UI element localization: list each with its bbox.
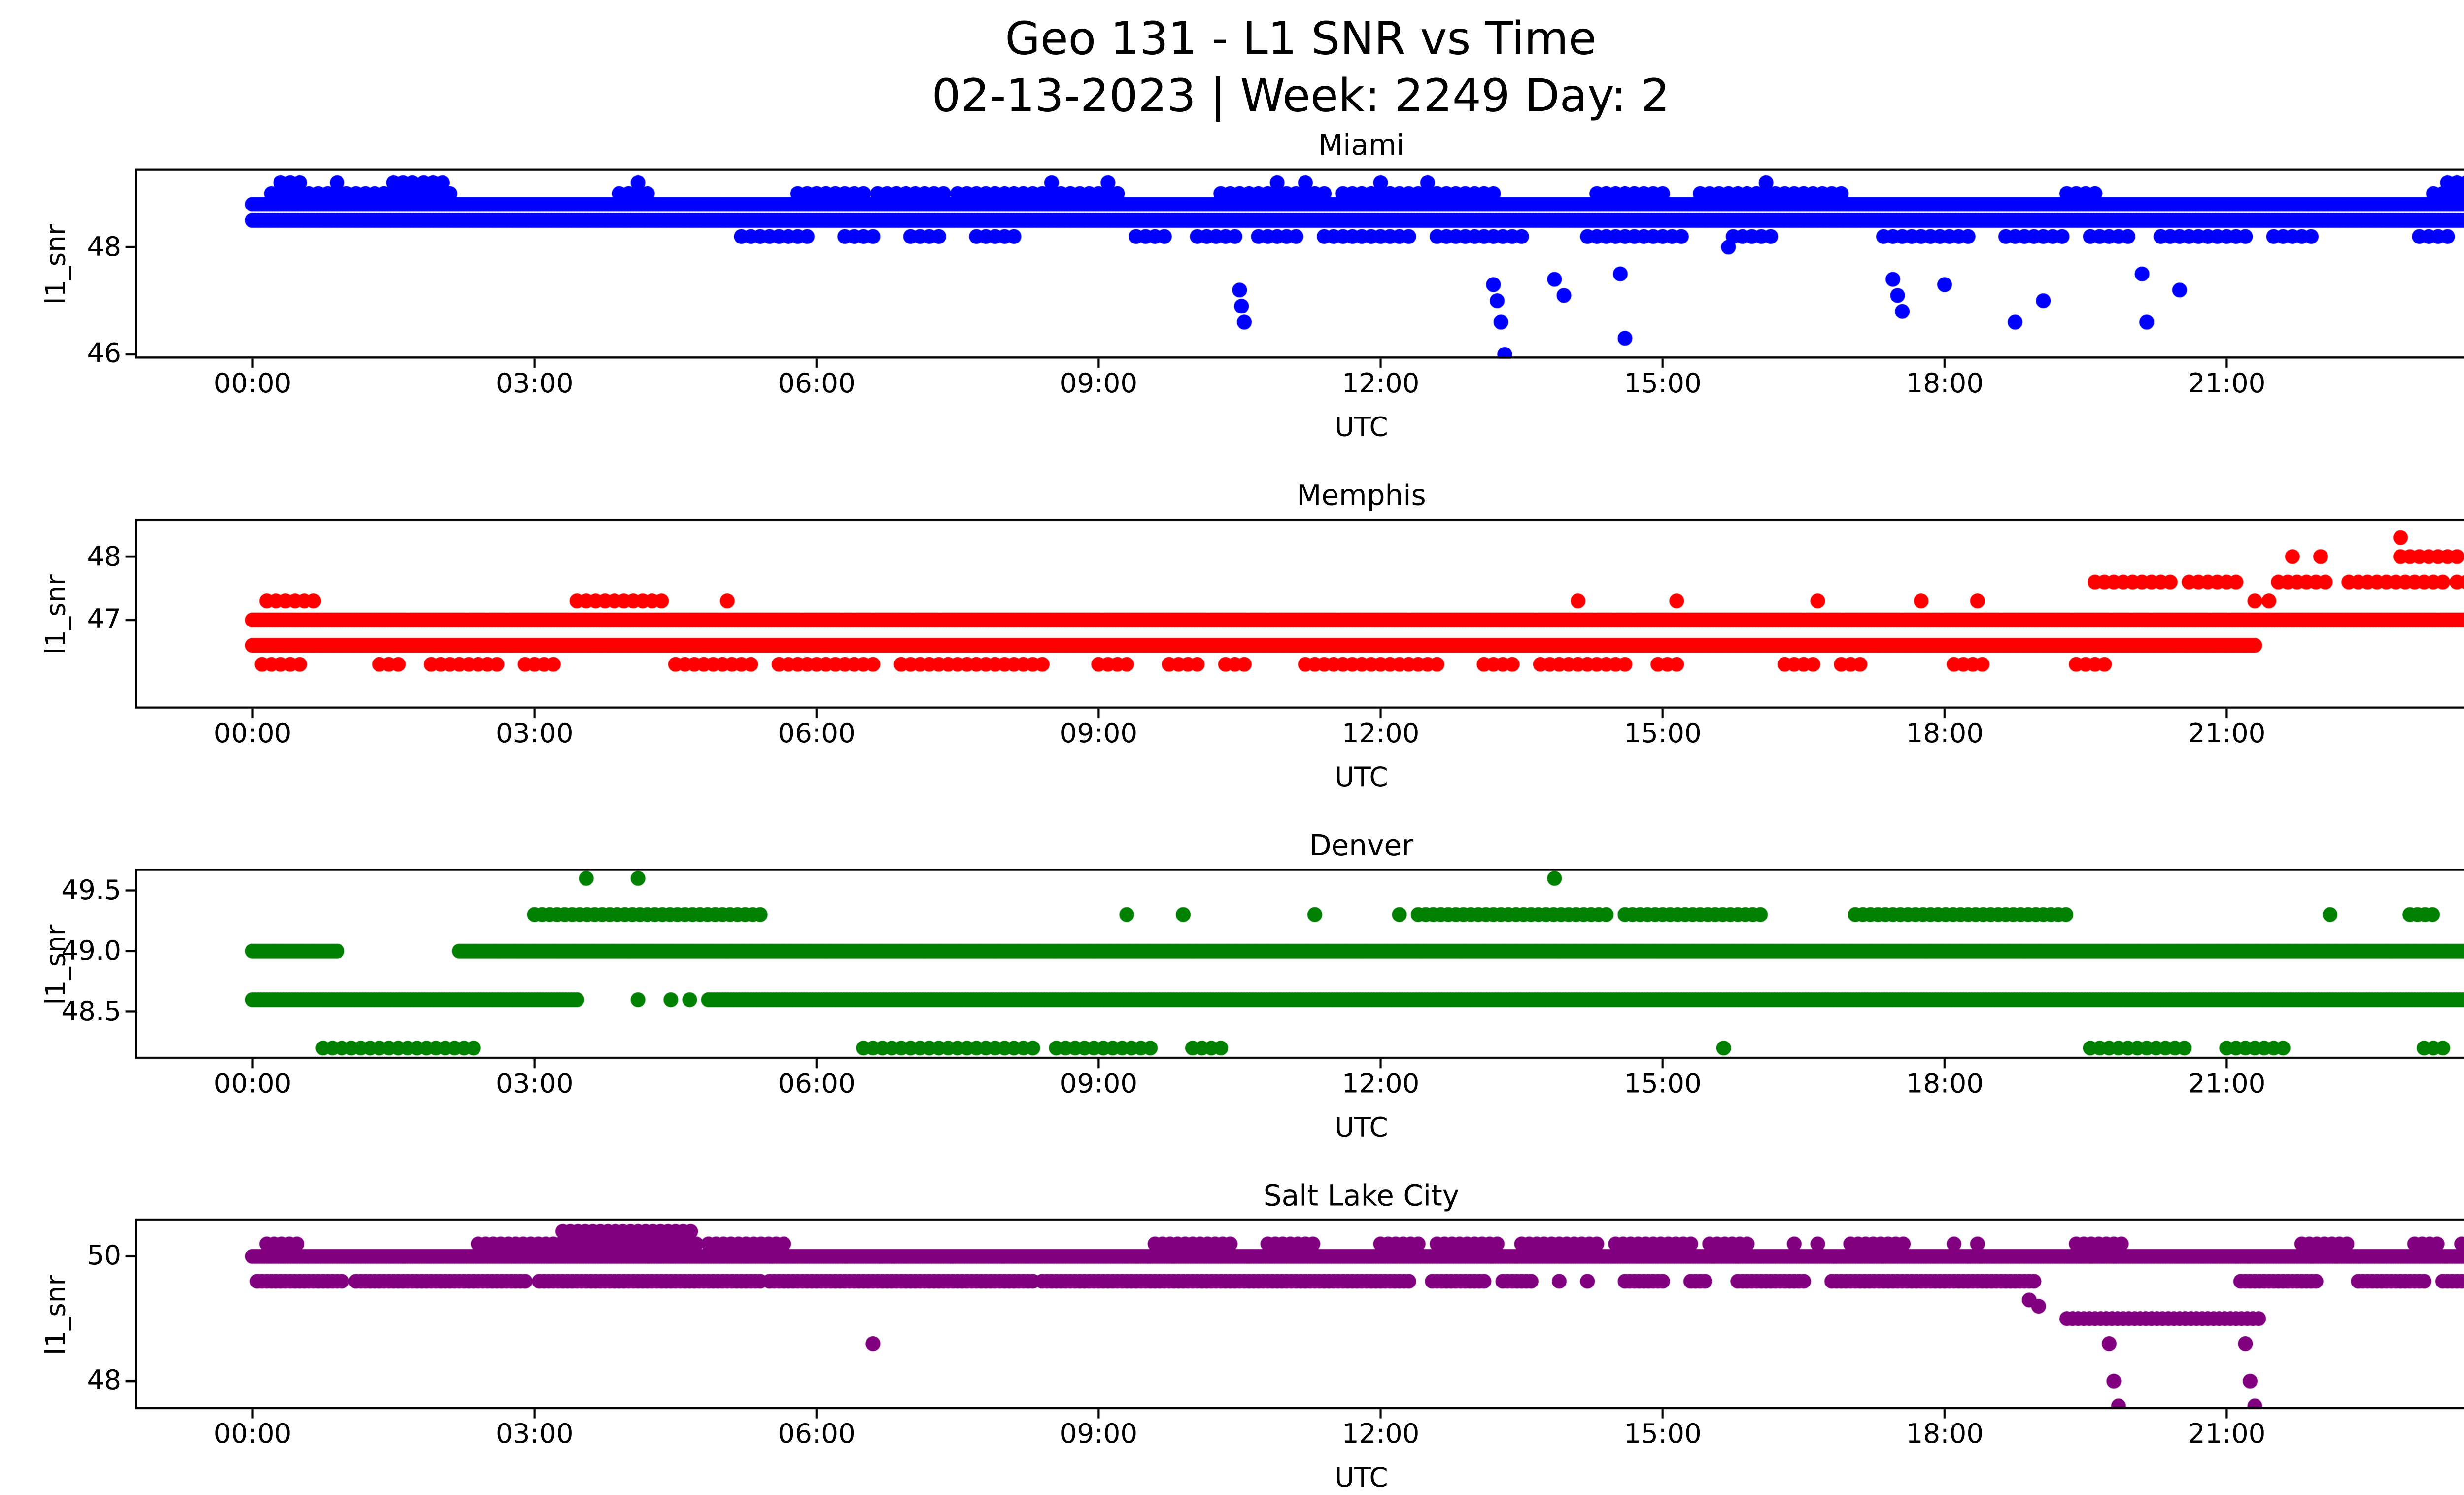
subplot-title: Denver [1309,830,1414,864]
figure-subtitle: 02-13-2023 | Week: 2249 Day: 2 [931,70,1670,123]
y-tick-label: 49.0 [61,934,122,967]
x-axis-label: UTC [1335,761,1388,793]
x-tick-label: 18:00 [1906,717,1984,749]
y-tick-label: 48 [87,1364,122,1396]
x-axis-label: UTC [1335,1111,1388,1144]
y-tick-label: 48 [87,539,122,572]
x-tick-label: 12:00 [1341,717,1420,749]
x-tick-label: 15:00 [1624,1417,1702,1450]
x-tick-label: 21:00 [2188,717,2266,749]
y-tick-label: 48.5 [61,995,122,1027]
x-tick-label: 18:00 [1906,367,1984,399]
x-axis-label: UTC [1335,1461,1388,1494]
denver-plot-canvas [98,869,2464,1071]
x-tick-label: 09:00 [1060,1417,1138,1450]
x-tick-label: 21:00 [2188,1417,2266,1450]
x-tick-label: 00:00 [2441,1067,2464,1101]
x-tick-label: 00:00 [2441,367,2464,401]
x-tick-label: 12:00 [1341,1067,1420,1100]
x-tick-label: 09:00 [1060,717,1138,749]
figure-title: Geo 131 - L1 SNR vs Time [1005,13,1597,66]
x-axis-label: UTC [1335,411,1388,443]
x-tick-label: 09:00 [1060,1067,1138,1100]
x-tick-label: 06:00 [778,1067,856,1100]
subplot-title: Miami [1318,129,1404,164]
x-tick-label: 06:00 [778,1417,856,1450]
x-tick-label: 15:00 [1624,1067,1702,1100]
x-tick-label: 06:00 [778,367,856,399]
x-tick-label: 06:00 [778,717,856,749]
subplot-title: Salt Lake City [1263,1180,1460,1214]
x-tick-label: 12:00 [1341,367,1420,399]
x-tick-label: 09:00 [1060,367,1138,399]
subplot-title: Memphis [1297,480,1426,514]
x-tick-label: 18:00 [1906,1417,1984,1450]
x-tick-label: 15:00 [1624,717,1702,749]
y-tick-label: 46 [87,337,122,370]
x-tick-label: 03:00 [495,717,574,749]
y-tick-label: 50 [87,1239,122,1272]
miami-plot-canvas [98,168,2464,371]
x-tick-label: 00:00 [2441,1418,2464,1451]
salt-lake-city-plot-canvas [98,1218,2464,1421]
x-tick-label: 18:00 [1906,1067,1984,1100]
x-tick-label: 00:00 [2441,717,2464,751]
x-tick-label: 03:00 [495,1067,574,1100]
y-tick-label: 47 [87,603,122,635]
x-tick-label: 15:00 [1624,367,1702,399]
y-tick-label: 48 [87,230,122,263]
x-tick-label: 00:00 [213,367,292,399]
x-tick-label: 21:00 [2188,367,2266,399]
x-tick-label: 12:00 [1341,1417,1420,1450]
x-tick-label: 21:00 [2188,1067,2266,1100]
x-tick-label: 00:00 [213,1067,292,1100]
x-tick-label: 03:00 [495,367,574,399]
y-tick-label: 49.5 [61,873,122,906]
memphis-plot-canvas [98,518,2464,721]
x-tick-label: 00:00 [213,1417,292,1450]
x-tick-label: 00:00 [213,717,292,749]
x-tick-label: 03:00 [495,1417,574,1450]
